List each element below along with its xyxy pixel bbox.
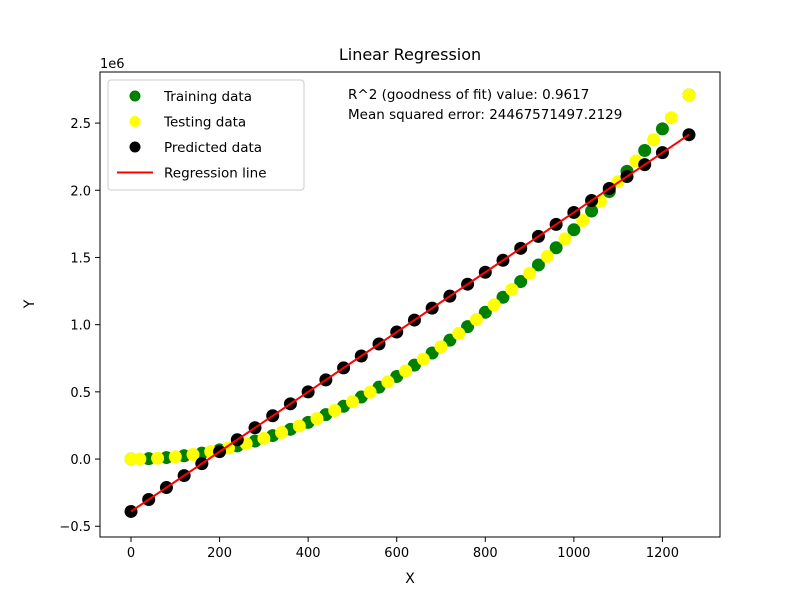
testing-data-point (275, 426, 289, 440)
legend-marker-predicted-data (129, 141, 141, 153)
y-tick-label: 0.0 (70, 453, 91, 468)
testing-data-point (381, 375, 395, 389)
training-data-point (567, 223, 581, 237)
legend-label-regression-line: Regression line (164, 166, 267, 182)
testing-data-point (363, 385, 377, 399)
y-tick-label: 1.5 (70, 251, 91, 266)
y-tick-label: 2.0 (70, 184, 91, 199)
legend-label-training-data: Training data (163, 89, 252, 105)
x-axis-label: X (405, 571, 415, 587)
x-axis-ticks: 0 200 400 600 800 1000 1200 (127, 537, 679, 561)
x-tick-label: 1200 (646, 546, 679, 561)
testing-data-point (399, 364, 413, 378)
training-data-point (514, 274, 528, 288)
y-tick-label: 2.5 (70, 117, 91, 132)
testing-data-point (328, 404, 342, 418)
testing-data-point (523, 266, 537, 280)
testing-data-point (434, 340, 448, 354)
x-tick-label: 200 (207, 546, 232, 561)
training-data-point (461, 320, 475, 334)
training-data-point (638, 143, 652, 157)
testing-data-point (540, 249, 554, 263)
predicted-data-point (124, 504, 138, 518)
training-data-point (478, 305, 492, 319)
x-tick-label: 1000 (557, 546, 590, 561)
y-tick-label: 1.0 (70, 319, 91, 334)
x-tick-label: 400 (296, 546, 321, 561)
series-layer (124, 88, 696, 518)
testing-data-point (664, 111, 678, 125)
testing-data-point (257, 431, 271, 445)
x-tick-label: 0 (127, 546, 135, 561)
mse-annotation: Mean squared error: 24467571497.2129 (348, 107, 622, 123)
testing-data-point (682, 88, 696, 102)
regression-line (130, 133, 690, 513)
y-axis-ticks: −0.5 0.0 0.5 1.0 1.5 2.0 2.5 (59, 117, 100, 535)
plot-area (124, 88, 696, 518)
testing-data-point (345, 395, 359, 409)
testing-data-point (168, 450, 182, 464)
testing-data-point (647, 133, 661, 147)
legend: Training data Testing data Predicted data R… (107, 79, 305, 191)
legend-marker-training-data (129, 90, 141, 102)
testing-data-point (292, 419, 306, 433)
training-data-point (585, 204, 599, 218)
testing-data-point (133, 452, 147, 466)
legend-label-predicted-data: Predicted data (164, 140, 262, 156)
testing-data-point (505, 282, 519, 296)
x-tick-label: 600 (384, 546, 409, 561)
y-axis-label: Y (22, 299, 38, 309)
chart-title: Linear Regression (339, 45, 481, 64)
legend-label-testing-data: Testing data (163, 115, 246, 131)
legend-items: Training data Testing data Predicted data R… (117, 89, 267, 182)
testing-data-point (186, 448, 200, 462)
training-data-point (531, 258, 545, 272)
training-data-point (496, 290, 510, 304)
training-data-point (549, 241, 563, 255)
testing-data-point (487, 298, 501, 312)
r-squared-annotation: R^2 (goodness of fit) value: 0.9617 (348, 87, 589, 103)
y-tick-label: −0.5 (59, 520, 91, 535)
axes-frame (99, 71, 721, 538)
testing-data-point (310, 412, 324, 426)
y-tick-label: 0.5 (70, 386, 91, 401)
legend-box (107, 79, 305, 191)
testing-data-point (558, 232, 572, 246)
legend-marker-testing-data (129, 116, 141, 127)
testing-data-point (452, 326, 466, 340)
testing-data-point (416, 352, 430, 366)
testing-data-point (576, 213, 590, 227)
y-offset-label: 1e6 (100, 57, 125, 72)
x-tick-label: 800 (473, 546, 498, 561)
testing-data-point (469, 313, 483, 327)
training-data-point (655, 122, 669, 136)
testing-data-point (151, 451, 165, 465)
